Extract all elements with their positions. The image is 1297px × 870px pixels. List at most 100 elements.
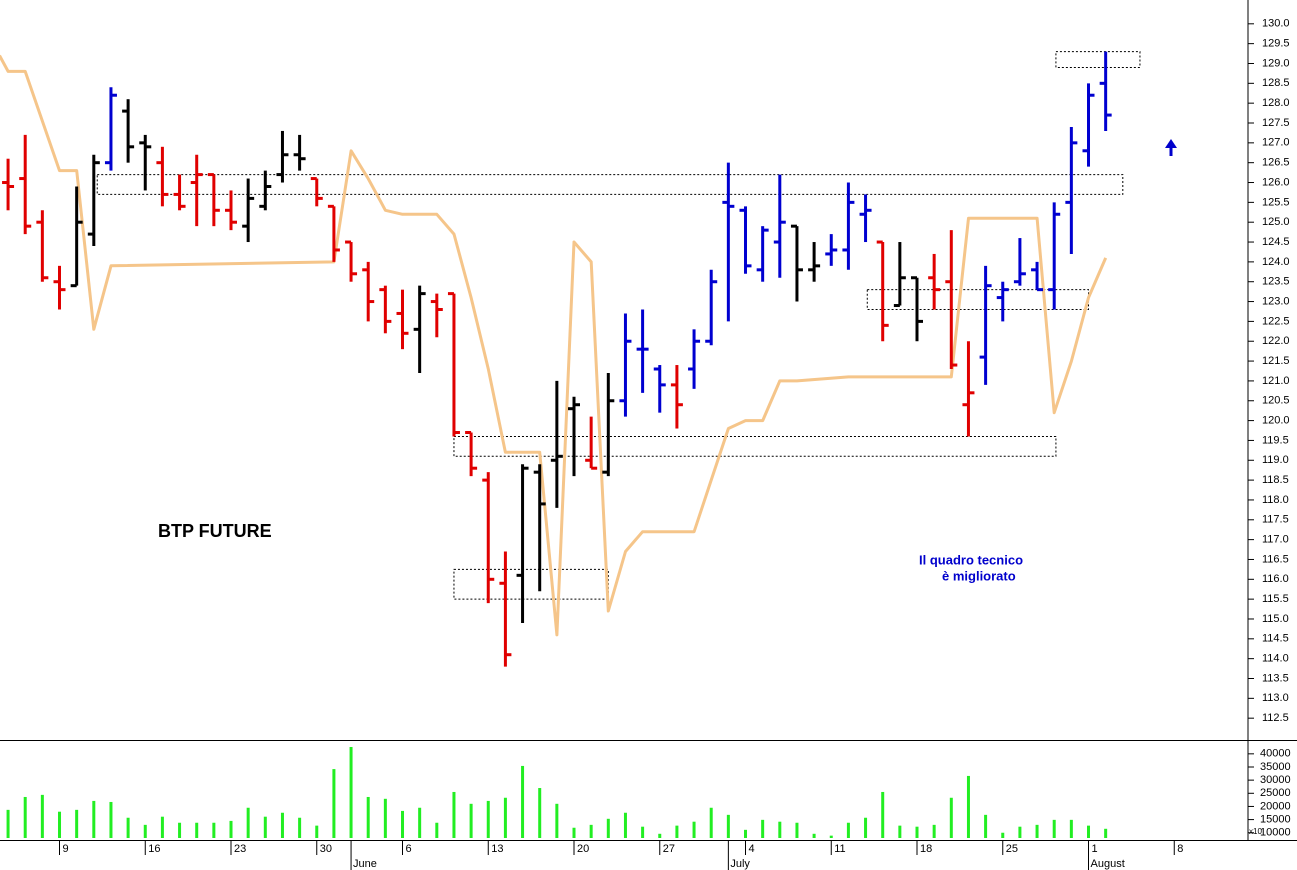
price-zone xyxy=(96,174,1124,195)
month-label: August xyxy=(1091,858,1125,870)
y-tick-label: 114.5 xyxy=(1262,633,1289,645)
volume-bar xyxy=(452,791,456,838)
volume-bar xyxy=(109,801,113,838)
volume-bar xyxy=(92,800,96,838)
volume-bar xyxy=(589,824,593,838)
volume-bar xyxy=(195,822,199,838)
y-tick-label: 123.0 xyxy=(1262,295,1290,307)
volume-bar xyxy=(298,817,302,838)
x-tick-label: 16 xyxy=(148,843,160,855)
volume-bar xyxy=(23,796,27,838)
y-tick-label: 125.5 xyxy=(1262,196,1290,208)
volume-bar xyxy=(418,807,422,838)
x-tick-label: 13 xyxy=(491,843,503,855)
y-tick-label: 117.5 xyxy=(1262,514,1289,526)
volume-bar xyxy=(143,824,147,838)
volume-bar xyxy=(212,822,216,838)
x-tick-label: 1 xyxy=(1092,843,1098,855)
volume-tick-label: 35000 xyxy=(1260,761,1291,773)
volume-bar xyxy=(915,826,919,838)
volume-tick-label: 25000 xyxy=(1260,787,1291,799)
volume-bar xyxy=(812,833,816,838)
volume-bar xyxy=(401,810,405,838)
y-tick-label: 115.5 xyxy=(1262,593,1289,605)
y-tick-label: 129.0 xyxy=(1262,57,1290,69)
x-tick-label: 8 xyxy=(1177,843,1183,855)
volume-tick-label: 30000 xyxy=(1260,774,1291,786)
y-tick-label: 116.5 xyxy=(1262,553,1289,565)
volume-bar xyxy=(1087,825,1091,838)
volume-bar xyxy=(263,816,267,838)
y-tick-label: 121.5 xyxy=(1262,355,1290,367)
volume-bar xyxy=(898,825,902,838)
x-tick-label: 25 xyxy=(1006,843,1018,855)
y-tick-label: 124.0 xyxy=(1262,256,1290,268)
volume-bar xyxy=(75,809,79,838)
volume-bar xyxy=(1069,819,1073,838)
x-tick-label: 9 xyxy=(63,843,69,855)
volume-bar xyxy=(280,812,284,838)
volume-bar xyxy=(846,822,850,838)
volume-bar xyxy=(761,819,765,838)
volume-bar xyxy=(315,825,319,838)
volume-bar xyxy=(246,807,250,838)
volume-bar xyxy=(383,798,387,838)
y-tick-label: 120.5 xyxy=(1262,395,1290,407)
volume-bar xyxy=(332,769,336,838)
x-tick-label: 11 xyxy=(834,843,845,855)
volume-bar xyxy=(744,829,748,838)
volume-bar xyxy=(932,824,936,838)
volume-bar xyxy=(572,827,576,838)
volume-tick-label: 40000 xyxy=(1260,748,1291,760)
y-tick-label: 122.5 xyxy=(1262,315,1290,327)
x-tick-label: 27 xyxy=(663,843,675,855)
y-tick-label: 124.5 xyxy=(1262,236,1290,248)
volume-tick-label: 20000 xyxy=(1260,800,1291,812)
volume-bar xyxy=(949,797,953,838)
annotation: è migliorato xyxy=(942,568,1016,583)
volume-bar xyxy=(1052,819,1056,838)
y-tick-label: 126.5 xyxy=(1262,157,1290,169)
volume-bar xyxy=(1104,828,1108,838)
y-tick-label: 120.0 xyxy=(1262,414,1290,426)
volume-bar xyxy=(126,817,130,838)
volume-note: x10 xyxy=(1249,827,1262,836)
y-tick-label: 122.0 xyxy=(1262,335,1290,347)
volume-tick-label: 10000 xyxy=(1260,827,1291,839)
x-tick-label: 23 xyxy=(234,843,246,855)
price-panel xyxy=(0,51,1141,667)
y-tick-label: 112.5 xyxy=(1262,712,1289,724)
volume-bar xyxy=(984,814,988,838)
volume-bar xyxy=(538,788,542,838)
volume-bar xyxy=(641,826,645,838)
month-label: June xyxy=(353,858,377,870)
y-tick-label: 129.5 xyxy=(1262,38,1290,50)
x-tick-label: 4 xyxy=(749,843,755,855)
y-tick-label: 116.0 xyxy=(1262,573,1289,585)
y-tick-label: 118.0 xyxy=(1262,494,1289,506)
month-label: July xyxy=(730,858,750,870)
price-zone xyxy=(1055,51,1141,68)
volume-bar xyxy=(881,791,885,838)
indicator-line xyxy=(0,54,1108,637)
y-tick-label: 114.0 xyxy=(1262,653,1289,665)
volume-bar xyxy=(40,794,44,838)
volume-bar xyxy=(864,817,868,838)
up-arrow xyxy=(1165,139,1177,156)
y-tick-label: 128.0 xyxy=(1262,97,1290,109)
y-tick-label: 127.0 xyxy=(1262,137,1290,149)
volume-bar xyxy=(435,822,439,838)
volume-bar xyxy=(658,833,662,838)
y-tick-label: 121.0 xyxy=(1262,375,1290,387)
volume-bar xyxy=(1035,824,1039,838)
x-tick-label: 6 xyxy=(406,843,412,855)
volume-bar xyxy=(709,807,713,838)
annotation: Il quadro tecnico xyxy=(919,552,1023,567)
volume-bar xyxy=(349,746,353,838)
y-tick-label: 123.5 xyxy=(1262,276,1290,288)
x-tick-label: 18 xyxy=(920,843,932,855)
y-tick-label: 113.5 xyxy=(1262,672,1289,684)
y-tick-label: 115.0 xyxy=(1262,613,1289,625)
